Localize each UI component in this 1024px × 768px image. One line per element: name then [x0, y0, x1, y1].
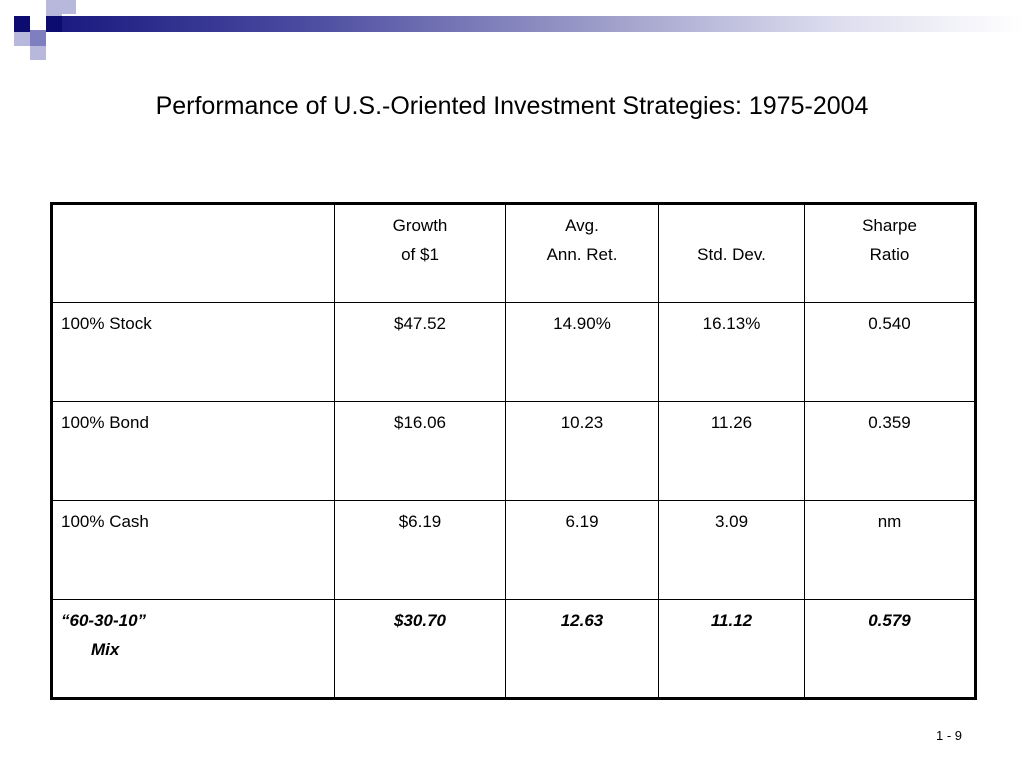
avg-return-value: 10.23 — [505, 401, 659, 501]
avg-return-value: 12.63 — [505, 599, 659, 699]
growth-value: $30.70 — [334, 599, 506, 699]
decor-square — [14, 16, 30, 32]
mix-label-line2: Mix — [91, 640, 120, 659]
slide-title: Performance of U.S.-Oriented Investment … — [155, 92, 869, 120]
row-label: 100% Bond — [51, 401, 335, 501]
header-gradient-bar — [60, 16, 1024, 32]
page-number: 1 - 9 — [935, 728, 962, 743]
table-row-mix: “60-30-10” Mix $30.70 12.63 11.12 0.579 — [51, 599, 976, 699]
header-label: Std. Dev. — [697, 245, 766, 264]
header-label: Ratio — [869, 245, 910, 264]
header-label: Growth — [392, 216, 448, 235]
row-label: 100% Cash — [51, 500, 335, 600]
decor-square — [30, 46, 46, 60]
std-dev-value: 11.12 — [658, 599, 805, 699]
header-label: Ann. Ret. — [546, 245, 618, 264]
sharpe-value: nm — [804, 500, 976, 600]
growth-value: $47.52 — [334, 302, 506, 402]
std-dev-value: 16.13% — [658, 302, 805, 402]
header-cell-growth: Growth of $1 — [334, 203, 506, 303]
header-cell-empty — [51, 203, 335, 303]
mix-label-line1: “60-30-10” — [61, 611, 147, 630]
sharpe-value: 0.359 — [804, 401, 976, 501]
header-cell-std-dev: Std. Dev. — [658, 203, 805, 303]
decor-square — [46, 16, 62, 32]
table-row: 100% Bond $16.06 10.23 11.26 0.359 — [51, 401, 976, 501]
table-row: 100% Cash $6.19 6.19 3.09 nm — [51, 500, 976, 600]
sharpe-value: 0.540 — [804, 302, 976, 402]
row-label: 100% Stock — [51, 302, 335, 402]
table-row: 100% Stock $47.52 14.90% 16.13% 0.540 — [51, 302, 976, 402]
growth-value: $16.06 — [334, 401, 506, 501]
growth-value: $6.19 — [334, 500, 506, 600]
header-decoration — [0, 0, 1024, 60]
decor-square — [14, 32, 30, 46]
decor-square — [30, 30, 46, 46]
avg-return-value: 14.90% — [505, 302, 659, 402]
table-header-row: Growth of $1 Avg. Ann. Ret. Std. Dev. Sh… — [51, 203, 976, 303]
header-label: of $1 — [401, 245, 439, 264]
row-label: “60-30-10” Mix — [51, 599, 335, 699]
header-label: Avg. — [565, 216, 599, 235]
header-cell-avg-return: Avg. Ann. Ret. — [505, 203, 659, 303]
performance-table: Growth of $1 Avg. Ann. Ret. Std. Dev. Sh… — [50, 202, 977, 700]
header-label: Sharpe — [862, 216, 917, 235]
sharpe-value: 0.579 — [804, 599, 976, 699]
avg-return-value: 6.19 — [505, 500, 659, 600]
std-dev-value: 11.26 — [658, 401, 805, 501]
header-cell-sharpe: Sharpe Ratio — [804, 203, 976, 303]
decor-square — [46, 0, 62, 16]
header-label — [667, 211, 796, 240]
decor-square — [62, 0, 76, 14]
std-dev-value: 3.09 — [658, 500, 805, 600]
